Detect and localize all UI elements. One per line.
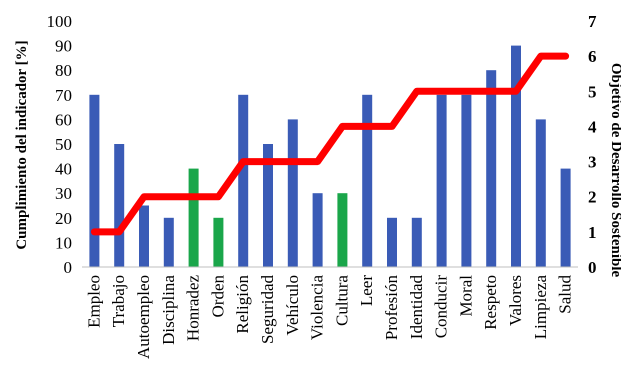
bar-vehículo (287, 119, 298, 268)
y-tick-label: 30 (55, 184, 72, 203)
sdg-step-line (90, 52, 570, 236)
bar-valores (511, 45, 521, 267)
bar-series (89, 45, 571, 268)
x-axis-ticks: Empleo Trabajo Autoempleo Disciplina Honrade… (84, 275, 574, 360)
x-tick-label: Leer (357, 275, 376, 306)
x-tick-label: Conducir (432, 275, 451, 339)
x-tick-label: Disciplina (159, 275, 178, 345)
left-axis-ticks: 0 10 20 30 40 50 60 70 80 90 100 (47, 12, 73, 277)
bar-orden (213, 217, 224, 267)
x-tick-label: Vehículo (283, 275, 302, 335)
x-tick-label: Violencia (308, 275, 327, 341)
x-tick-label: Salud (556, 275, 575, 314)
y-tick-label: 80 (55, 61, 72, 80)
bar-profesión (387, 217, 397, 267)
x-tick-label: Respeto (481, 275, 500, 330)
x-tick-label: Honradez (184, 275, 203, 342)
y-tick-label: 20 (55, 209, 72, 228)
x-tick-label: Limpieza (531, 275, 550, 340)
y2-tick-label: 4 (588, 117, 597, 136)
y2-tick-label: 0 (588, 258, 597, 277)
right-axis-ticks: 0 1 2 3 4 5 6 7 (588, 12, 597, 277)
y-tick-label: 10 (55, 233, 72, 252)
bar-limpieza (535, 119, 546, 268)
y2-tick-label: 6 (588, 47, 597, 66)
x-tick-label: Profesión (382, 275, 401, 341)
y-tick-label: 0 (64, 258, 73, 277)
bar-respeto (486, 70, 497, 267)
x-tick-label: Identidad (407, 275, 426, 340)
y-tick-label: 90 (55, 37, 72, 56)
bar-cultura (337, 193, 348, 267)
x-tick-label: Cultura (332, 275, 351, 326)
x-tick-label: Empleo (84, 275, 103, 328)
x-tick-label: Seguridad (258, 275, 277, 344)
y2-tick-label: 3 (588, 153, 597, 172)
bar-identidad (411, 217, 422, 267)
sdg-line-path (90, 52, 570, 236)
x-tick-label: Autoempleo (134, 275, 153, 359)
bar-conducir (436, 94, 447, 267)
y2-tick-label: 7 (588, 12, 597, 31)
y2-tick-label: 5 (588, 82, 597, 101)
y-tick-label: 40 (55, 160, 72, 179)
y-tick-label: 100 (47, 12, 73, 31)
bar-disciplina (163, 217, 174, 267)
y2-tick-label: 1 (588, 223, 597, 242)
x-tick-label: Moral (456, 275, 475, 317)
y2-tick-label: 2 (588, 188, 597, 207)
y-tick-label: 70 (55, 86, 72, 105)
x-tick-label: Religión (233, 275, 252, 334)
x-tick-label: Orden (208, 275, 227, 318)
y2-axis-label: Objetivo de Desarrollo Sostenible (608, 63, 621, 278)
bar-leer (362, 94, 373, 267)
bar-religión (238, 94, 249, 267)
bar-moral (461, 94, 472, 267)
y-tick-label: 60 (55, 110, 72, 129)
x-tick-label: Trabajo (109, 275, 128, 327)
bar-salud (560, 168, 571, 267)
bar-violencia (312, 193, 323, 267)
x-tick-label: Valores (506, 275, 525, 326)
bar-empleo (89, 94, 100, 267)
bar-honradez (188, 168, 199, 267)
y-tick-label: 50 (55, 135, 72, 154)
y-axis-label: Cumplimiento del indicador [%] (14, 40, 30, 249)
bar-trabajo (114, 144, 125, 267)
bar-autoempleo (139, 205, 149, 267)
bar-seguridad (263, 144, 273, 267)
